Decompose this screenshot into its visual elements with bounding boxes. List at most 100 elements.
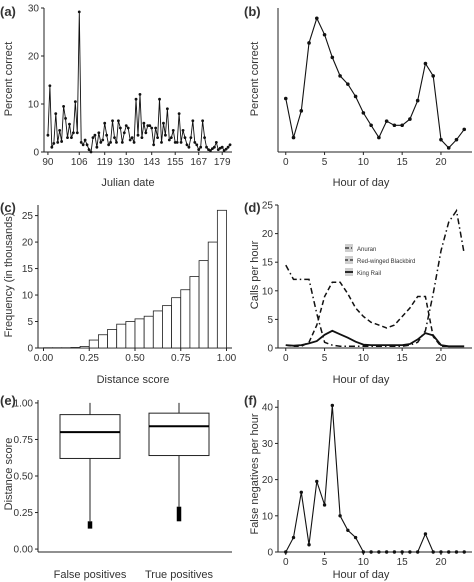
panel-a-series-point-7: [60, 140, 64, 143]
panel-a-series-point-77: [197, 148, 201, 152]
panel-a-series-point-31: [107, 143, 111, 147]
panel-a-series-point-33: [111, 119, 114, 123]
panel-b-ylabel: Percent correct: [249, 42, 261, 117]
panel-c-xtick-label-2: 0.50: [125, 353, 145, 364]
panel-a-series-point-6: [58, 129, 62, 132]
panel-f-series-point-10: [361, 550, 366, 554]
panel-b-xtick-label-1: 5: [322, 157, 328, 168]
panel-a-series-point-53: [150, 126, 154, 130]
panel-a-series-point-47: [138, 93, 142, 96]
panel-a-series-point-57: [158, 97, 161, 101]
panel-c-bar-18: [207, 241, 218, 349]
panel-a-series-point-15: [75, 131, 79, 135]
panel-d-ytick-label-4: 20: [262, 229, 274, 240]
panel-f-series-point-21: [447, 550, 451, 554]
panel-a-ytick-label-0: 0: [33, 148, 39, 159]
panel-a-series-point-40: [124, 124, 128, 127]
panel-f-xlabel: Hour of day: [333, 569, 390, 581]
panel-a-series-point-14: [73, 100, 77, 103]
panel-c-xtick-label-4: 1.00: [217, 353, 237, 364]
panel-a-series-point-64: [171, 129, 175, 132]
panel-a-ytick-label-1: 10: [28, 100, 40, 111]
panel-c-bar-19: [216, 209, 227, 349]
panel-f-series-point-12: [377, 550, 381, 554]
panel-f-xtick-label-3: 15: [397, 557, 409, 568]
panel-c-ylabel: Frequency (in thousands): [3, 213, 15, 338]
panel-b-series-point-22: [454, 137, 459, 142]
legend-king-rail: King Rail: [357, 271, 381, 277]
panel-a-series-point-38: [120, 141, 124, 144]
panel-b: (b) Hour of day Percent correct 0 5 10 15 20: [244, 4, 472, 189]
panel-a-series-point-69: [181, 129, 185, 132]
panel-b-series-point-5: [322, 32, 327, 37]
panel-a-series-point-34: [113, 136, 116, 140]
panel-a-series-point-19: [83, 138, 87, 142]
panel-f-series-point-5: [322, 503, 327, 507]
panel-b-series-point-16: [408, 117, 412, 121]
panel-a-series-point-60: [164, 133, 167, 137]
panel-a-series-point-1: [48, 84, 52, 88]
panel-b-series-point-15: [400, 123, 404, 128]
panel-e-ytick-label-3: 0.75: [14, 435, 34, 446]
panel-a-xlabel: Julian date: [101, 177, 154, 189]
panel-f-xtick-label-4: 20: [435, 557, 447, 568]
panel-a-series-point-67: [177, 112, 181, 115]
panel-a-series-point-71: [185, 143, 189, 147]
panel-a-series-point-0: [46, 133, 50, 137]
panel-a-series-point-10: [66, 136, 69, 140]
panel-f-series-point-6: [330, 403, 335, 408]
panel-c-bar-8: [116, 323, 127, 349]
panel-a-xtick-label-7: 179: [214, 157, 231, 168]
panel-c-ytick-label-0: 0: [27, 344, 33, 355]
panel-a-series-point-18: [81, 143, 85, 147]
panel-d-legend: Anuran Red-winged Blackbird King Rail: [345, 244, 415, 277]
panel-a-series-point-56: [156, 136, 159, 140]
panel-a-series-point-46: [136, 133, 140, 137]
panel-b-series-point-17: [415, 98, 420, 103]
panel-b-xlabel: Hour of day: [333, 177, 390, 189]
panel-f-series-point-13: [384, 550, 389, 554]
panel-a-series-point-16: [77, 10, 81, 14]
panel-a-series-point-78: [199, 145, 203, 149]
panel-a-series-point-90: [222, 149, 226, 152]
panel-c-bar-13: [162, 305, 173, 349]
panel-b-series-point-10: [361, 111, 366, 115]
panel-a-series-line: [47, 11, 231, 154]
panel-d-ylabel: Calls per hour: [249, 240, 261, 309]
panel-a-series-point-22: [89, 150, 93, 154]
panel-b-series-point-0: [283, 96, 288, 101]
panel-b-series-point-9: [353, 94, 358, 99]
panel-d: (d) Hour of day Calls per hour Anuran Re…: [244, 200, 472, 386]
panel-b-letter: (b): [244, 4, 261, 19]
panel-f-ytick-label-1: 10: [262, 511, 274, 522]
panel-a-series-point-52: [148, 124, 152, 127]
panel-a-xtick-label-5: 155: [167, 157, 184, 168]
panel-a-letter: (a): [0, 4, 16, 19]
panel-a-series-point-44: [132, 141, 136, 144]
panel-f-letter: (f): [244, 393, 257, 408]
panel-c-bar-14: [171, 297, 182, 349]
panel-a-series-point-73: [189, 136, 193, 140]
panel-a-series-point-59: [162, 121, 165, 125]
panel-c-xlabel: Distance score: [97, 374, 170, 386]
panel-d-xtick-label-2: 10: [358, 353, 370, 364]
panel-a-series-point-29: [103, 121, 107, 125]
panel-c-bar-15: [180, 289, 191, 349]
panel-a-series-point-4: [54, 112, 58, 115]
panel-b-xtick-label-0: 0: [283, 157, 289, 168]
panel-f-series-point-7: [338, 514, 342, 518]
panel-c-ytick-label-3: 15: [22, 264, 34, 275]
panel-e-box-0: [59, 414, 121, 459]
panel-b-series-point-4: [315, 16, 319, 21]
panel-a-series-point-91: [224, 147, 228, 151]
panel-d-ytick-label-2: 10: [262, 286, 274, 297]
panel-f-series-point-9: [353, 535, 358, 540]
panel-f-series-point-8: [346, 528, 350, 532]
panel-c-bar-4: [79, 346, 90, 349]
panel-a-series-point-80: [203, 136, 206, 140]
panel-a-series-point-26: [97, 131, 101, 135]
panel-f-series-point-1: [291, 535, 296, 540]
panel-e-letter: (e): [0, 393, 16, 408]
panel-a-series-point-45: [134, 97, 138, 101]
panel-a-series-point-72: [187, 145, 191, 149]
